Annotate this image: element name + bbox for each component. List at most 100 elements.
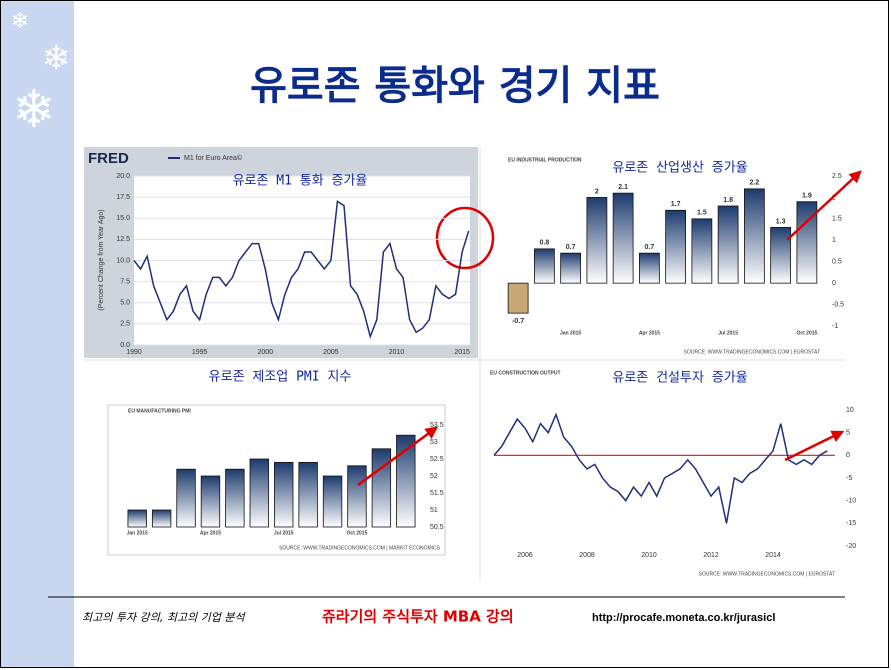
chart-heading: EU CONSTRUCTION OUTPUT	[490, 370, 561, 376]
logo: FRED	[88, 150, 129, 167]
y-tick-label: -5	[846, 475, 852, 482]
bar	[639, 252, 660, 284]
value-label: 0.7	[566, 244, 576, 251]
value-label: 1.3	[776, 218, 786, 225]
y-tick-label: -1	[832, 323, 838, 330]
x-tick-label: Apr 2015	[200, 530, 221, 536]
bar	[225, 468, 245, 528]
bar	[796, 201, 818, 284]
y-tick-label: 15.0	[116, 215, 130, 222]
bar	[127, 509, 147, 528]
bar	[744, 188, 765, 284]
y-axis-label: (Percent Change from Year Ago)	[98, 209, 105, 310]
y-tick-label: 51.5	[430, 490, 444, 497]
y-tick-label: 17.5	[116, 194, 130, 201]
chart-source: SOURCE: WWW.TRADINGECONOMICS.COM | EUROS…	[684, 349, 820, 355]
x-tick-label: 2014	[765, 552, 781, 559]
y-tick-label: -10	[846, 498, 856, 505]
bar	[347, 465, 367, 528]
y-tick-label: 5	[846, 430, 850, 437]
x-tick-label: 2000	[257, 349, 273, 356]
y-tick-label: -0.5	[832, 301, 844, 308]
x-tick-label: 2010	[389, 349, 405, 356]
y-tick-label: 1	[832, 237, 836, 244]
footer-brand: 쥬라기의 주식투자 MBA 강의	[322, 608, 514, 626]
x-tick-label: Jan 2015	[127, 530, 148, 536]
y-tick-label: 7.5	[120, 278, 130, 285]
x-tick-label: Jan 2015	[560, 330, 581, 336]
x-tick-label: Jul 2015	[274, 530, 294, 536]
trend-arrow	[784, 430, 845, 462]
y-tick-label: 2.5	[832, 173, 842, 180]
value-label: 2	[595, 188, 599, 195]
bar	[249, 458, 269, 528]
y-tick-label: 10.0	[116, 257, 130, 264]
bar	[151, 509, 172, 528]
y-tick-label: 51	[430, 507, 438, 514]
chart-title: 유로존 제조업 PMI 지수	[209, 370, 352, 385]
y-tick-label: 0	[832, 280, 836, 287]
value-label: -0.7	[512, 318, 524, 325]
y-tick-label: -15	[846, 520, 856, 527]
bar	[322, 475, 343, 528]
snowflake: ❄	[12, 80, 56, 140]
x-tick-label: 2005	[323, 349, 339, 356]
y-tick-label: 0.0	[120, 342, 130, 349]
trend-arrow	[357, 426, 439, 487]
bar	[371, 448, 392, 528]
x-tick-label: 2006	[517, 552, 533, 559]
x-tick-label: 2015	[454, 349, 470, 356]
chart-heading: EU MANUFACTURING PMI	[128, 408, 191, 414]
value-label: 1.9	[802, 193, 812, 200]
x-tick-label: Jul 2015	[718, 330, 738, 336]
value-label: 2.2	[750, 180, 760, 187]
data-line	[133, 200, 470, 339]
y-tick-label: 10	[846, 407, 854, 414]
y-tick-label: 20.0	[116, 173, 130, 180]
x-tick-label: 1995	[192, 349, 208, 356]
highlight-circle	[435, 206, 495, 270]
chart-title: 유로존 M1 통화 증가율	[233, 174, 368, 189]
value-label: 1.8	[723, 197, 733, 204]
bar	[396, 434, 416, 528]
x-tick-label: Oct 2015	[347, 530, 368, 536]
bar	[665, 209, 687, 284]
y-tick-label: 50.5	[430, 524, 444, 531]
chart-source: SOURCE: WWW.TRADINGECONOMICS.COM | EUROS…	[699, 571, 835, 577]
slide-title: 유로존 통화와 경기 지표	[250, 63, 660, 109]
y-tick-label: 0	[846, 452, 850, 459]
side-strip	[1, 1, 74, 667]
x-tick-label: 2010	[641, 552, 657, 559]
x-tick-label: Apr 2015	[639, 330, 660, 336]
footer-tagline: 최고의 투자 강의, 최고의 기업 분석	[82, 611, 247, 624]
value-label: 0.7	[645, 244, 655, 251]
bar	[560, 252, 582, 284]
snowflake: ❄	[11, 9, 29, 34]
x-tick-label: Oct 2015	[796, 330, 817, 336]
bar	[298, 461, 318, 528]
x-tick-label: 2012	[703, 552, 719, 559]
bar	[176, 468, 196, 528]
value-label: 1.7	[671, 201, 681, 208]
y-tick-label: 0.5	[832, 259, 842, 266]
footer-url: http://procafe.moneta.co.kr/jurasicl	[592, 612, 775, 624]
bar	[200, 475, 221, 528]
y-tick-label: 53	[430, 439, 438, 446]
y-tick-label: 52	[430, 473, 438, 480]
y-tick-label: 53.5	[430, 422, 444, 429]
y-tick-label: -20	[846, 543, 856, 550]
bar	[717, 205, 739, 284]
chart-title: 유로존 건설투자 증가율	[612, 371, 747, 386]
y-tick-label: 52.5	[430, 456, 444, 463]
bar	[691, 218, 713, 284]
bar	[507, 282, 529, 314]
value-label: 2.1	[618, 184, 628, 191]
x-tick-label: 2008	[579, 552, 595, 559]
bar	[534, 248, 555, 284]
data-line	[493, 412, 828, 524]
legend-label: M1 for Euro Area©	[184, 154, 243, 162]
snowflake: ❄	[42, 39, 71, 79]
value-label: 0.8	[540, 240, 550, 247]
chart-source: SOURCE: WWW.TRADINGECONOMICS.COM | MARKI…	[279, 545, 441, 551]
